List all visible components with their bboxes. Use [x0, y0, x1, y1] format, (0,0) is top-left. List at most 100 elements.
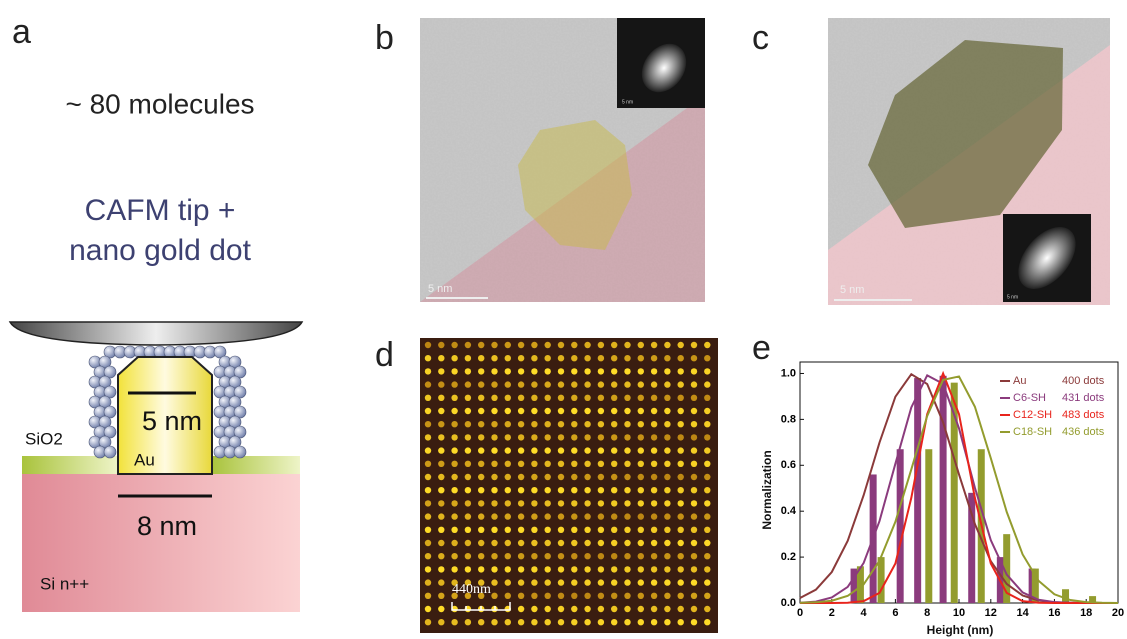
dot	[545, 540, 551, 546]
dot	[425, 474, 431, 480]
dot	[438, 606, 444, 612]
dot	[451, 447, 457, 453]
dot	[611, 395, 617, 401]
dot	[465, 513, 471, 519]
dot	[651, 381, 657, 387]
y-axis-title: Normalization	[760, 450, 774, 529]
dot	[571, 421, 577, 427]
dot	[438, 619, 444, 625]
dot	[704, 474, 710, 480]
dot	[624, 566, 630, 572]
dot	[531, 540, 537, 546]
dot	[678, 461, 684, 467]
dot	[425, 513, 431, 519]
dot	[584, 566, 590, 572]
x-tick-label: 6	[892, 607, 898, 619]
dot	[438, 408, 444, 414]
dot	[438, 461, 444, 467]
dot	[664, 461, 670, 467]
dot	[611, 553, 617, 559]
legend-count: 436 dots	[1062, 426, 1105, 438]
dot	[478, 566, 484, 572]
dot	[518, 381, 524, 387]
dot	[638, 342, 644, 348]
dot	[531, 421, 537, 427]
dot	[651, 527, 657, 533]
dot	[691, 619, 697, 625]
dot	[531, 527, 537, 533]
dot	[518, 421, 524, 427]
dot	[478, 368, 484, 374]
dot	[571, 606, 577, 612]
dot	[425, 461, 431, 467]
dot	[598, 619, 604, 625]
dot	[571, 395, 577, 401]
dot	[651, 500, 657, 506]
size-label: 5 nm	[142, 406, 202, 436]
dot	[465, 540, 471, 546]
dot	[545, 461, 551, 467]
dot	[664, 447, 670, 453]
dot	[638, 593, 644, 599]
dot	[505, 461, 511, 467]
dot	[611, 619, 617, 625]
bar	[914, 378, 921, 603]
dot	[678, 474, 684, 480]
dot	[611, 579, 617, 585]
title-line: CAFM tip +	[85, 194, 236, 227]
bar	[1062, 589, 1069, 603]
dot	[664, 355, 670, 361]
dot	[664, 342, 670, 348]
dot	[465, 408, 471, 414]
dot	[584, 381, 590, 387]
dot	[491, 553, 497, 559]
dot	[691, 381, 697, 387]
dot	[638, 540, 644, 546]
dot	[664, 619, 670, 625]
dot	[664, 500, 670, 506]
dot	[651, 408, 657, 414]
dot	[651, 566, 657, 572]
dot	[664, 487, 670, 493]
dot	[558, 368, 564, 374]
dot	[518, 619, 524, 625]
dot	[438, 447, 444, 453]
dot	[558, 579, 564, 585]
dot	[518, 566, 524, 572]
dot	[545, 513, 551, 519]
scale-label: 440nm	[452, 582, 491, 597]
panel-a: a ~ 80 molecules CAFM tip + nano gold do…	[10, 13, 302, 612]
dot	[518, 342, 524, 348]
dot	[425, 606, 431, 612]
y-tick-label: 0.0	[781, 597, 796, 609]
x-tick-label: 4	[861, 607, 868, 619]
dot	[651, 421, 657, 427]
dot	[624, 606, 630, 612]
dot	[518, 368, 524, 374]
dot	[571, 381, 577, 387]
dot	[505, 500, 511, 506]
dot	[491, 540, 497, 546]
dot	[438, 500, 444, 506]
dot	[505, 553, 511, 559]
dot	[451, 381, 457, 387]
dot	[704, 408, 710, 414]
dot	[545, 395, 551, 401]
dot	[491, 527, 497, 533]
dot	[505, 434, 511, 440]
dot	[425, 500, 431, 506]
dot	[465, 487, 471, 493]
dot	[624, 593, 630, 599]
dot	[505, 421, 511, 427]
dot	[611, 500, 617, 506]
dot	[505, 540, 511, 546]
dot	[505, 566, 511, 572]
dot	[438, 434, 444, 440]
panel-label: d	[375, 336, 394, 374]
dot	[451, 342, 457, 348]
dot	[704, 421, 710, 427]
dot	[638, 553, 644, 559]
legend-count: 431 dots	[1062, 392, 1105, 404]
inset-scale: 5 nm	[622, 99, 633, 105]
dot	[451, 566, 457, 572]
